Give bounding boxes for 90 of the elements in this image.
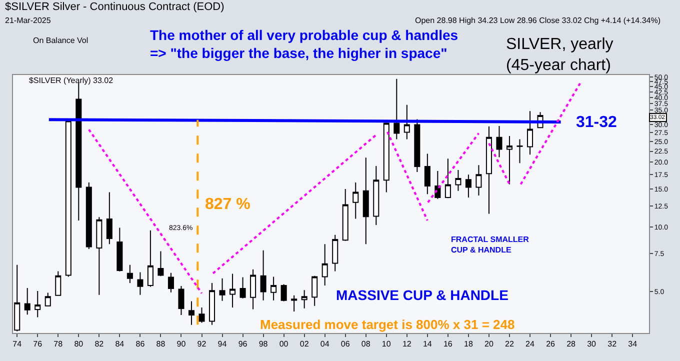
annotation: 827 % <box>205 196 250 213</box>
candlestick <box>414 118 420 173</box>
annotation: 31-32 <box>576 114 618 131</box>
candlestick <box>322 244 328 286</box>
x-tick-label: 80 <box>74 340 84 349</box>
candlestick <box>496 126 502 158</box>
candlestick <box>24 287 30 316</box>
candlestick <box>301 290 308 309</box>
candlestick <box>312 275 318 306</box>
chart-title: The mother of all very probable cup & handles => "the bigger the base, the higher in space" <box>150 27 458 62</box>
candlestick <box>332 234 338 272</box>
annotation: FRACTAL SMALLER CUP & HANDLE <box>451 235 530 254</box>
candlestick <box>362 157 369 245</box>
x-tick-label: 76 <box>33 340 43 349</box>
candlestick <box>126 264 133 284</box>
candlestick <box>291 294 298 312</box>
x-tick-label: 74 <box>12 340 22 349</box>
x-tick-label: 26 <box>546 340 556 349</box>
candlestick <box>270 276 277 301</box>
x-tick-label: 90 <box>176 340 186 349</box>
x-tick-label: 04 <box>320 340 330 349</box>
candlestick <box>106 192 112 245</box>
x-tick-label: 22 <box>505 340 514 349</box>
annotation: Measured move target is 800% x 31 = 248 <box>260 317 515 332</box>
x-tick-label: 98 <box>258 340 268 349</box>
candlestick <box>342 188 348 242</box>
x-tick-label: 24 <box>526 340 536 349</box>
candlestick <box>55 270 62 296</box>
candlestick <box>404 104 410 140</box>
candlestick <box>486 126 492 214</box>
candlestick <box>516 138 523 164</box>
text: 21-Mar-2025 <box>5 16 52 25</box>
x-tick-label: 84 <box>115 340 125 349</box>
x-tick-label: 00 <box>279 340 289 349</box>
annotation: $SILVER (Yearly) 33.02 <box>29 76 114 85</box>
candlestick <box>373 166 380 226</box>
candlestick <box>465 174 472 198</box>
candlestick <box>455 170 462 192</box>
candlestick <box>168 272 174 293</box>
x-tick-label: 12 <box>402 340 412 349</box>
x-tick-label: 96 <box>238 340 248 349</box>
candlestick <box>178 285 184 316</box>
x-tick-label: 82 <box>94 340 104 349</box>
candlestick <box>158 250 164 277</box>
x-tick-label: 30 <box>587 340 597 349</box>
x-tick-label: 20 <box>484 340 494 349</box>
candlestick <box>506 136 512 185</box>
x-tick-label: 34 <box>628 340 638 349</box>
x-tick-label: 16 <box>443 340 453 349</box>
candlestick <box>198 306 205 324</box>
candlestick <box>137 272 144 296</box>
candlestick <box>116 227 123 272</box>
x-tick-label: 28 <box>566 340 576 349</box>
x-tick-label: 06 <box>340 340 350 349</box>
candlestick <box>476 164 482 196</box>
text: Open 28.98 High 34.23 Low 28.96 Close 33.02 Chg +4.14 (+14.34%) <box>415 16 661 25</box>
x-tick-label: 78 <box>54 340 64 349</box>
candlestick <box>34 290 41 318</box>
text: $SILVER Silver - Continuous Contract (EOD) <box>5 1 224 13</box>
x-tick-label: 92 <box>197 340 207 349</box>
x-tick-label: 18 <box>464 340 474 349</box>
annotation: MASSIVE CUP & HANDLE <box>336 287 508 303</box>
x-tick-label: 10 <box>382 340 392 349</box>
candlestick <box>96 216 102 296</box>
x-tick-label: 88 <box>156 340 166 349</box>
candlestick <box>147 230 154 288</box>
candlestick <box>44 292 51 306</box>
text: On Balance Vol <box>33 36 88 45</box>
text: SILVER, yearly (45-year chart) <box>506 36 614 74</box>
candlestick <box>86 182 92 250</box>
candlestick <box>424 153 430 195</box>
candlestick <box>444 158 451 199</box>
x-tick-label: 86 <box>136 340 146 349</box>
candlestick <box>240 276 246 299</box>
candlestick <box>219 278 226 302</box>
candlestick <box>208 282 216 326</box>
x-tick-label: 08 <box>361 340 371 349</box>
candlestick <box>250 268 256 310</box>
candlestick <box>188 300 194 326</box>
x-tick-label: 14 <box>422 340 432 349</box>
candlestick <box>230 273 236 308</box>
candlestick <box>280 284 287 302</box>
candlestick <box>260 250 266 301</box>
candlestick <box>352 182 359 220</box>
candlestick <box>394 78 400 140</box>
x-tick-label: 94 <box>218 340 228 349</box>
candlestick <box>383 122 390 193</box>
x-tick-label: 32 <box>608 340 618 349</box>
x-tick-label: 02 <box>300 340 310 349</box>
candlestick <box>526 110 534 156</box>
